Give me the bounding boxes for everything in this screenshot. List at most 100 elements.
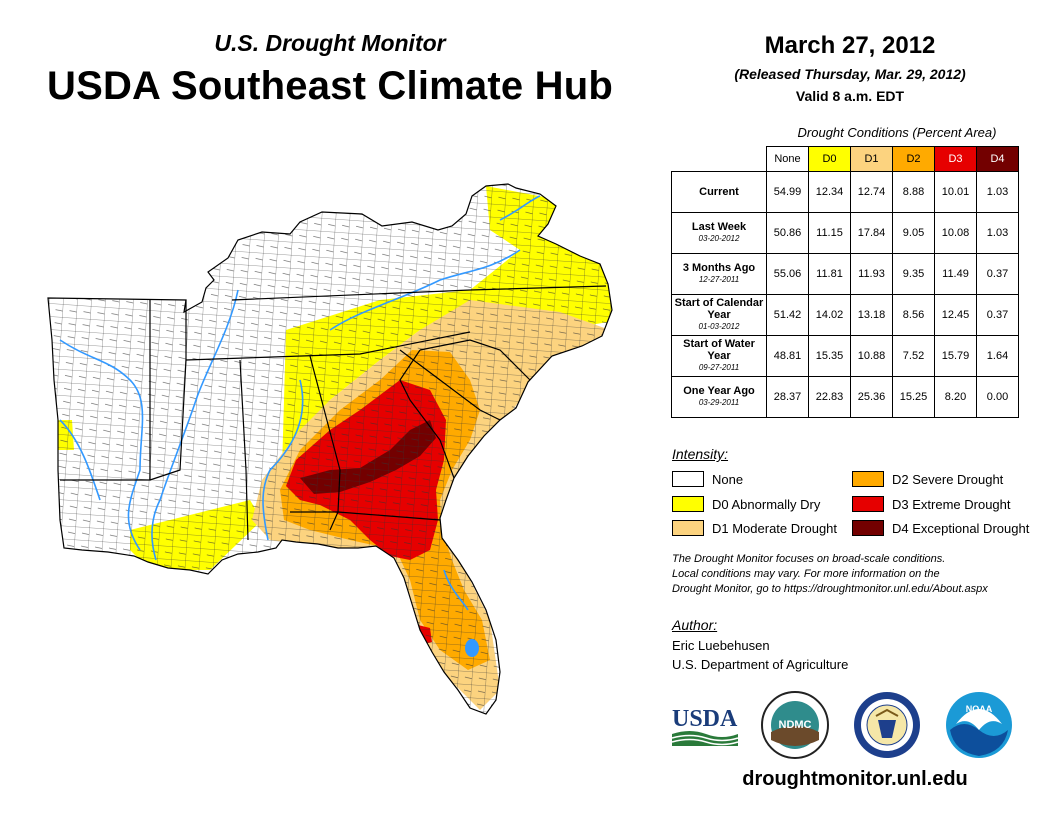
legend-label: D3 Extreme Drought xyxy=(892,496,1011,512)
legend-swatch xyxy=(852,520,884,536)
noaa-logo: NOAA xyxy=(946,692,1012,758)
cell: 25.36 xyxy=(850,376,893,418)
cell: 51.42 xyxy=(766,294,809,336)
release-date: (Released Thursday, Mar. 29, 2012) xyxy=(734,66,966,82)
author-organization: U.S. Department of Agriculture xyxy=(672,657,849,672)
cell: 22.83 xyxy=(808,376,851,418)
author-heading: Author: xyxy=(672,617,718,633)
row-label: Last Week 03-20-2012 xyxy=(671,212,767,254)
row-label: Current xyxy=(671,171,767,213)
row-label: One Year Ago 03-29-2011 xyxy=(671,376,767,418)
legend-item-d4: D4 Exceptional Drought xyxy=(852,520,1029,536)
col-header-none: None xyxy=(766,146,809,172)
svg-text:NOAA: NOAA xyxy=(966,704,993,714)
cell: 9.35 xyxy=(892,253,935,295)
cell: 8.20 xyxy=(934,376,977,418)
cell: 50.86 xyxy=(766,212,809,254)
cell: 48.81 xyxy=(766,335,809,377)
cell: 10.08 xyxy=(934,212,977,254)
cell: 12.74 xyxy=(850,171,893,213)
cell: 1.64 xyxy=(976,335,1019,377)
legend-swatch xyxy=(672,520,704,536)
cell: 11.15 xyxy=(808,212,851,254)
table-row: Last Week 03-20-2012 50.86 11.15 17.84 9.… xyxy=(671,212,1019,254)
map-title: USDA Southeast Climate Hub xyxy=(46,64,613,108)
legend-swatch xyxy=(672,496,704,512)
row-label: Start of Water Year 09-27-2011 xyxy=(671,335,767,377)
map-subtitle: U.S. Drought Monitor xyxy=(214,30,446,56)
cell: 10.88 xyxy=(850,335,893,377)
legend-item-d0: D0 Abnormally Dry xyxy=(672,496,820,512)
cell: 15.35 xyxy=(808,335,851,377)
cell: 0.37 xyxy=(976,294,1019,336)
row-label: Start of Calendar Year 01-03-2012 xyxy=(671,294,767,336)
cell: 13.18 xyxy=(850,294,893,336)
col-header-d2: D2 xyxy=(892,146,935,172)
valid-time: Valid 8 a.m. EDT xyxy=(795,88,905,104)
note-line[interactable]: Drought Monitor, go to https://droughtmo… xyxy=(672,583,988,595)
table-row: One Year Ago 03-29-2011 28.37 22.83 25.36… xyxy=(671,376,1019,418)
commerce-seal-logo xyxy=(854,692,920,758)
cell: 17.84 xyxy=(850,212,893,254)
rivers xyxy=(59,195,541,611)
legend-label: D2 Severe Drought xyxy=(892,471,1004,487)
table-row: Start of Calendar Year 01-03-2012 51.42 1… xyxy=(671,294,1019,336)
author-name: Eric Luebehusen xyxy=(672,638,770,653)
table-row: Start of Water Year 09-27-2011 48.81 15.3… xyxy=(671,335,1019,377)
cell: 8.88 xyxy=(892,171,935,213)
legend-swatch xyxy=(852,496,884,512)
cell: 11.81 xyxy=(808,253,851,295)
cell: 54.99 xyxy=(766,171,809,213)
legend-label: None xyxy=(712,471,744,487)
table-header-row: None D0 D1 D2 D3 D4 xyxy=(671,146,1019,172)
cell: 55.06 xyxy=(766,253,809,295)
drought-map xyxy=(47,183,613,715)
disclaimer-note: The Drought Monitor focuses on broad-sca… xyxy=(672,552,1044,597)
col-header-d1: D1 xyxy=(850,146,893,172)
note-line: Local conditions may vary. For more info… xyxy=(672,568,940,580)
legend-item-d2: D2 Severe Drought xyxy=(852,471,1003,487)
ndmc-logo: NDMC xyxy=(761,691,829,759)
legend-swatch xyxy=(672,471,704,487)
cell: 15.25 xyxy=(892,376,935,418)
cell: 12.34 xyxy=(808,171,851,213)
legend-label: D0 Abnormally Dry xyxy=(712,496,821,512)
cell: 8.56 xyxy=(892,294,935,336)
cell: 15.79 xyxy=(934,335,977,377)
cell: 1.03 xyxy=(976,171,1019,213)
cell: 10.01 xyxy=(934,171,977,213)
table-corner xyxy=(671,146,767,172)
svg-text:NDMC: NDMC xyxy=(779,719,812,731)
state-borders xyxy=(47,183,613,715)
legend-item-d3: D3 Extreme Drought xyxy=(852,496,1011,512)
cell: 7.52 xyxy=(892,335,935,377)
svg-text:USDA: USDA xyxy=(672,706,738,732)
cell: 14.02 xyxy=(808,294,851,336)
table-caption: Drought Conditions (Percent Area) xyxy=(797,125,997,140)
cell: 11.49 xyxy=(934,253,977,295)
cell: 1.03 xyxy=(976,212,1019,254)
cell: 0.00 xyxy=(976,376,1019,418)
cell: 0.37 xyxy=(976,253,1019,295)
legend-swatch xyxy=(852,471,884,487)
cell: 11.93 xyxy=(850,253,893,295)
legend-label: D4 Exceptional Drought xyxy=(892,520,1030,536)
col-header-d0: D0 xyxy=(808,146,851,172)
note-line: The Drought Monitor focuses on broad-sca… xyxy=(672,553,946,565)
footer-url[interactable]: droughtmonitor.unl.edu xyxy=(742,768,968,790)
col-header-d3: D3 xyxy=(934,146,977,172)
row-label: 3 Months Ago 12-27-2011 xyxy=(671,253,767,295)
cell: 28.37 xyxy=(766,376,809,418)
table-row: Current 54.99 12.34 12.74 8.88 10.01 1.0… xyxy=(671,171,1019,213)
cell: 12.45 xyxy=(934,294,977,336)
map-date: March 27, 2012 xyxy=(764,32,936,59)
table-row: 3 Months Ago 12-27-2011 55.06 11.81 11.93… xyxy=(671,253,1019,295)
legend-item-none: None xyxy=(672,471,743,487)
map-region xyxy=(48,184,612,714)
legend-item-d1: D1 Moderate Drought xyxy=(672,520,837,536)
drought-stats-table: None D0 D1 D2 D3 D4 Current 54.99 12.34 … xyxy=(671,146,1019,418)
legend-label: D1 Moderate Drought xyxy=(712,520,838,536)
legend-title: Intensity: xyxy=(672,446,729,462)
col-header-d4: D4 xyxy=(976,146,1019,172)
lake-okeechobee xyxy=(465,639,479,657)
